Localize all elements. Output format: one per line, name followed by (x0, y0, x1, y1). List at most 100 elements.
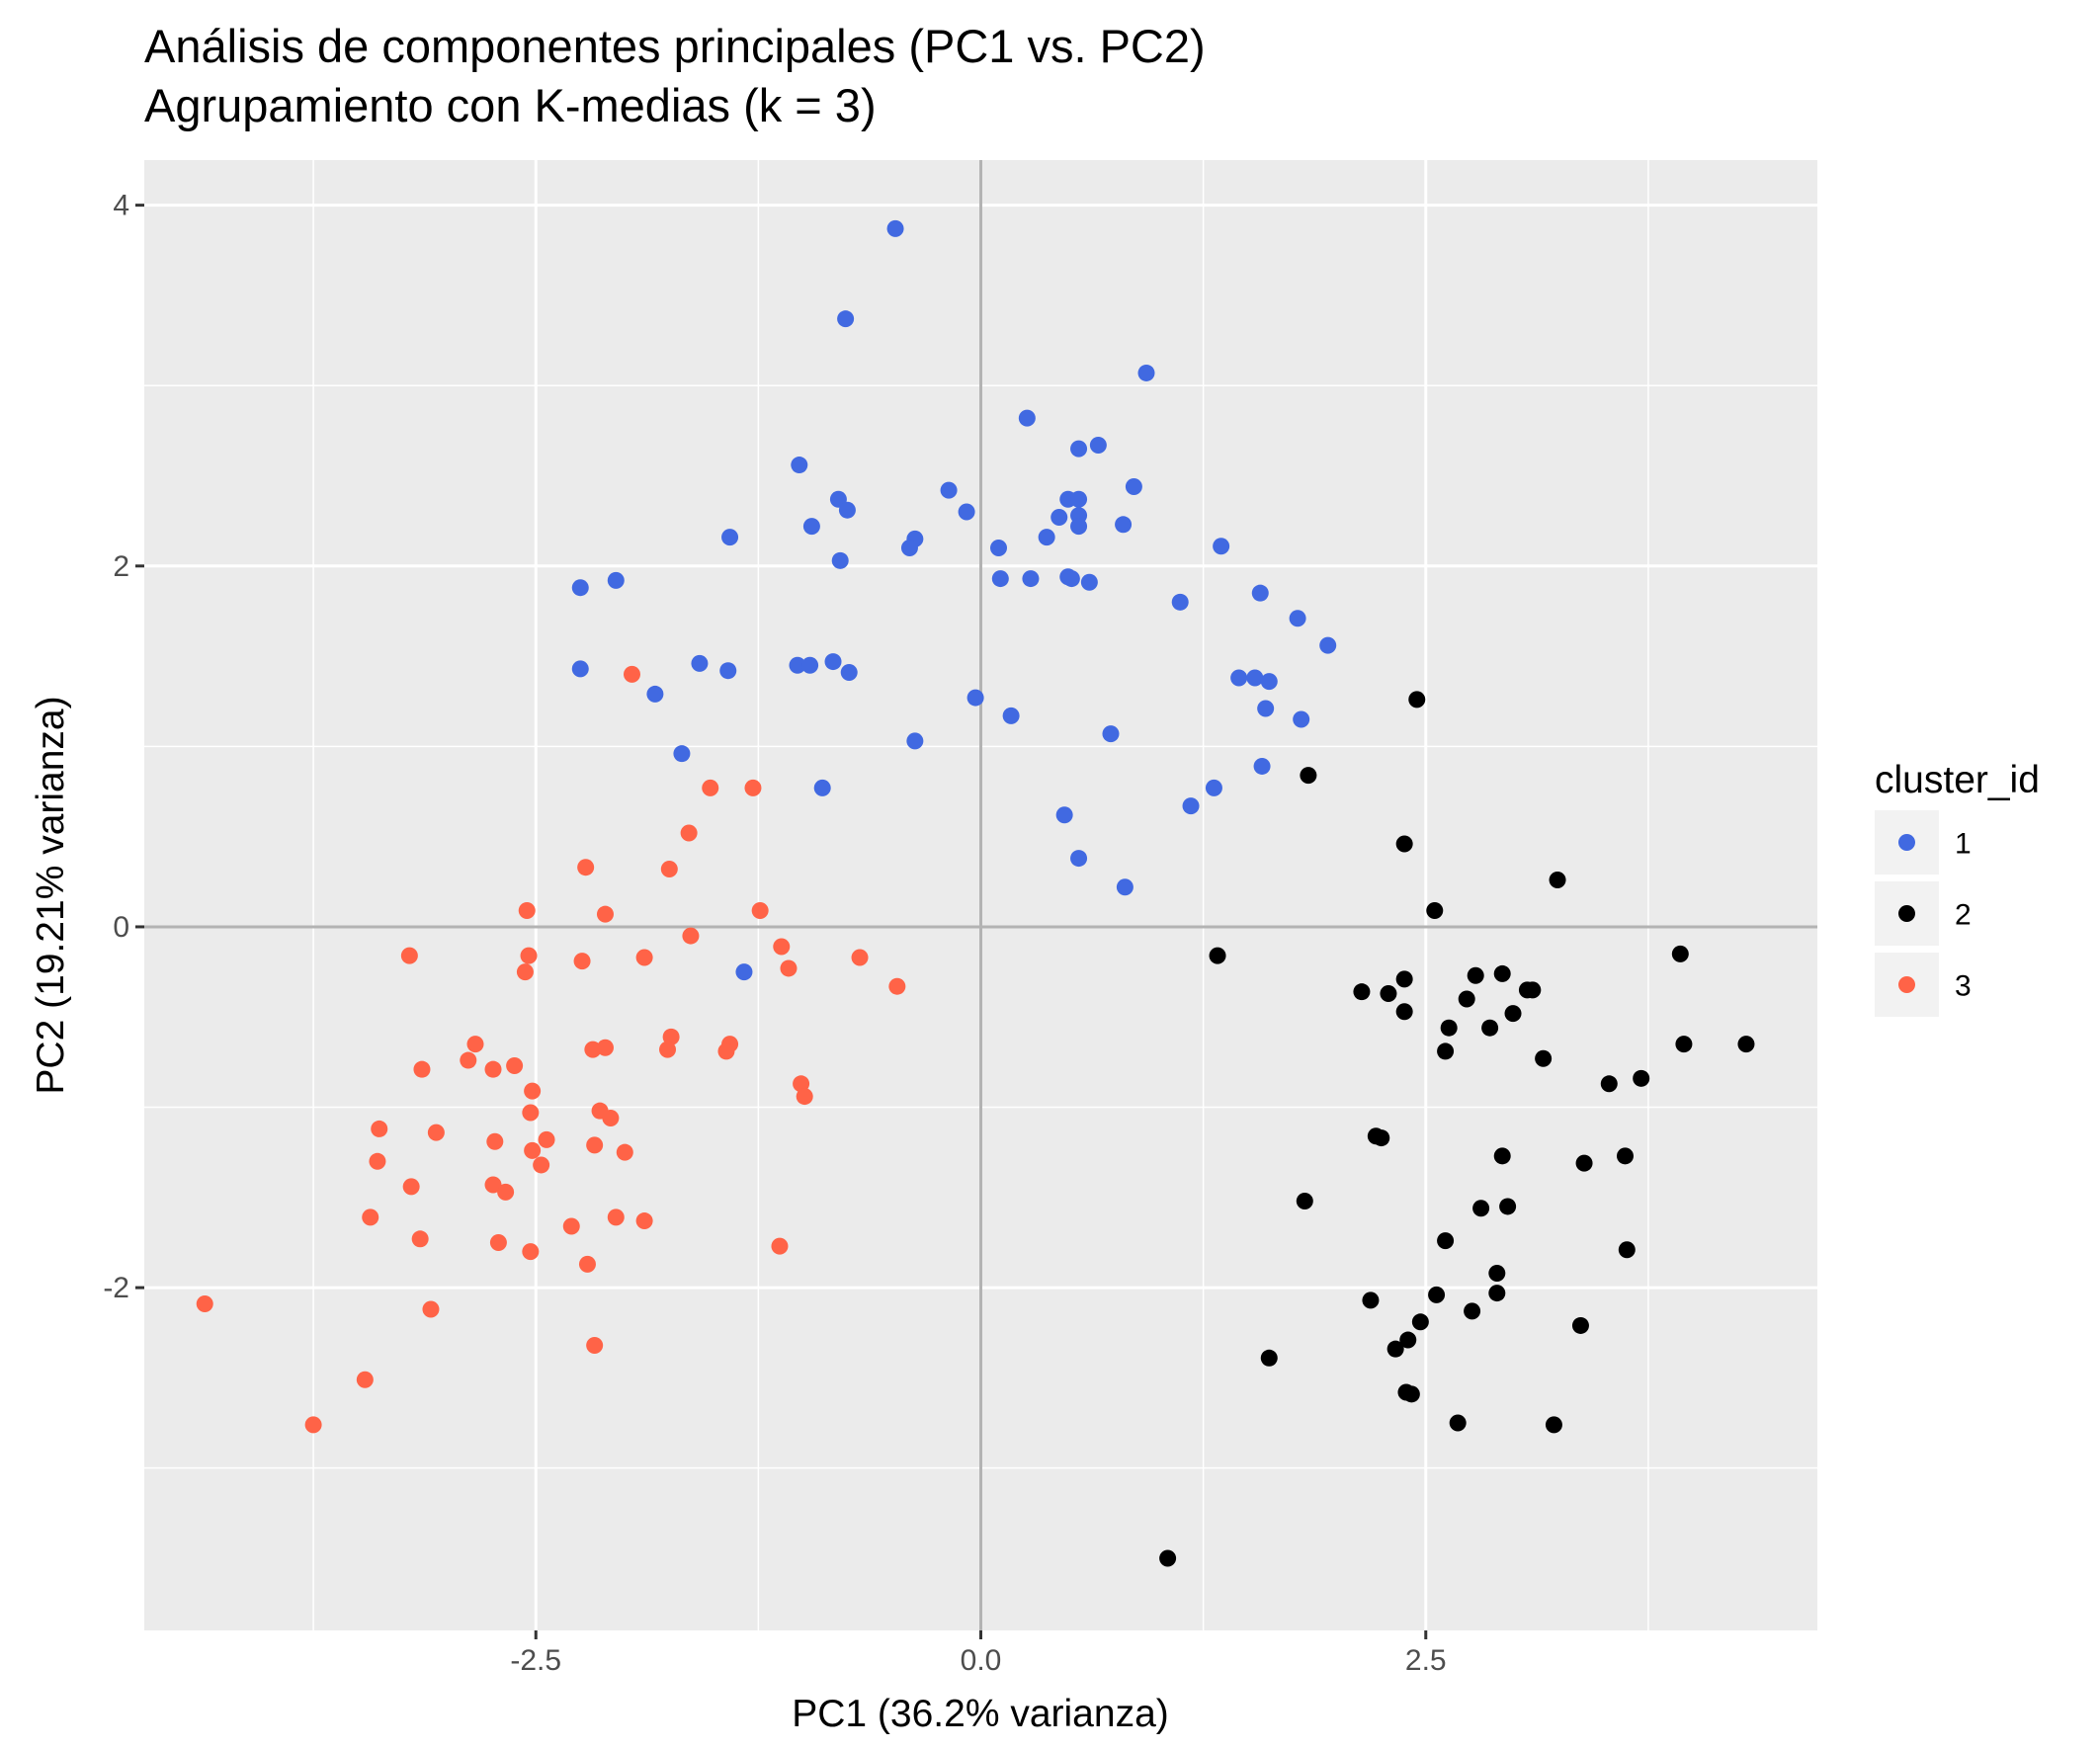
data-point-cluster-3 (623, 665, 640, 683)
data-point-cluster-1 (906, 732, 924, 750)
data-point-cluster-3 (596, 905, 614, 923)
y-tick-label: 4 (113, 190, 129, 222)
data-point-cluster-1 (1137, 364, 1155, 381)
data-point-cluster-1 (791, 457, 808, 474)
data-point-cluster-2 (1395, 970, 1413, 988)
data-point-cluster-2 (1493, 1147, 1511, 1165)
data-point-cluster-3 (411, 1230, 429, 1248)
data-point-cluster-3 (578, 1255, 596, 1273)
data-point-cluster-1 (824, 653, 842, 671)
data-point-cluster-2 (1737, 1036, 1755, 1053)
data-point-cluster-1 (1055, 806, 1073, 824)
data-point-cluster-3 (562, 1217, 580, 1235)
data-point-cluster-2 (1549, 871, 1566, 888)
data-point-cluster-1 (1253, 757, 1271, 775)
data-point-cluster-1 (1070, 850, 1088, 868)
data-point-cluster-1 (966, 689, 984, 707)
data-point-cluster-1 (1182, 797, 1200, 815)
data-point-cluster-3 (524, 1082, 542, 1100)
data-point-cluster-2 (1481, 1019, 1499, 1037)
data-point-cluster-2 (1296, 1192, 1313, 1209)
x-tick-label: 0.0 (961, 1644, 1002, 1677)
legend-key-1 (1898, 834, 1915, 851)
data-point-cluster-1 (958, 503, 975, 521)
data-point-cluster-2 (1426, 902, 1444, 920)
y-axis-title: PC2 (19.21% varianza) (30, 696, 72, 1094)
data-point-cluster-2 (1353, 983, 1371, 1001)
data-point-cluster-2 (1402, 1385, 1420, 1403)
data-point-cluster-3 (793, 1075, 810, 1093)
chart-subtitle: Agrupamiento con K-medias (k = 3) (144, 79, 877, 131)
data-point-cluster-1 (1018, 409, 1036, 427)
data-point-cluster-3 (538, 1130, 555, 1148)
data-point-cluster-1 (571, 579, 589, 597)
data-point-cluster-3 (659, 1041, 677, 1058)
data-point-cluster-2 (1675, 1036, 1693, 1053)
data-point-cluster-3 (506, 1057, 524, 1075)
data-point-cluster-2 (1437, 1232, 1455, 1250)
data-point-cluster-1 (1205, 779, 1222, 796)
data-point-cluster-3 (522, 1243, 540, 1261)
data-point-cluster-1 (802, 518, 820, 536)
data-point-cluster-2 (1575, 1154, 1593, 1172)
data-point-cluster-2 (1671, 945, 1689, 962)
data-point-cluster-3 (577, 859, 595, 876)
data-point-cluster-1 (691, 654, 709, 672)
legend-key-2 (1898, 905, 1915, 922)
data-point-cluster-3 (796, 1088, 813, 1106)
reference-lines (144, 160, 1817, 1630)
data-point-cluster-1 (1213, 538, 1230, 555)
y-tick-label: 0 (113, 911, 129, 944)
data-point-cluster-3 (484, 1176, 502, 1194)
data-point-cluster-2 (1300, 767, 1317, 785)
data-point-cluster-1 (721, 529, 739, 546)
data-point-cluster-1 (1319, 636, 1337, 654)
data-point-cluster-1 (1230, 669, 1248, 687)
data-point-cluster-2 (1458, 990, 1475, 1008)
data-point-cluster-2 (1616, 1147, 1634, 1165)
data-point-cluster-3 (304, 1416, 322, 1434)
data-point-cluster-2 (1408, 691, 1426, 708)
data-point-cluster-3 (773, 938, 791, 956)
data-point-cluster-2 (1467, 966, 1484, 984)
data-point-cluster-1 (607, 571, 625, 589)
data-point-cluster-2 (1504, 1005, 1522, 1023)
data-point-cluster-1 (1080, 573, 1098, 591)
data-point-cluster-1 (991, 570, 1009, 588)
data-point-cluster-1 (801, 656, 819, 674)
data-point-cluster-2 (1499, 1198, 1517, 1215)
data-point-cluster-1 (1125, 477, 1142, 495)
data-point-cluster-2 (1545, 1416, 1562, 1434)
data-point-cluster-1 (571, 660, 589, 678)
data-point-cluster-3 (607, 1208, 625, 1226)
data-point-cluster-2 (1260, 1349, 1278, 1367)
data-point-cluster-2 (1386, 1340, 1404, 1358)
x-tick-label: 2.5 (1405, 1644, 1447, 1677)
data-point-cluster-3 (518, 902, 536, 920)
x-axis: -2.5 0.0 2.5 (510, 1630, 1447, 1677)
data-point-cluster-2 (1633, 1069, 1650, 1087)
data-point-cluster-1 (1089, 436, 1107, 454)
data-point-cluster-3 (422, 1300, 440, 1318)
data-point-cluster-1 (1293, 710, 1310, 728)
data-point-cluster-3 (371, 1120, 388, 1137)
data-point-cluster-3 (586, 1337, 604, 1355)
data-point-cluster-2 (1571, 1316, 1589, 1334)
data-point-cluster-3 (522, 1104, 540, 1122)
data-point-cluster-3 (196, 1295, 213, 1313)
data-point-cluster-1 (886, 219, 904, 237)
data-point-cluster-2 (1159, 1549, 1177, 1567)
y-tick-label: 2 (113, 550, 129, 583)
data-point-cluster-3 (771, 1237, 789, 1255)
data-point-cluster-2 (1380, 985, 1397, 1003)
data-point-cluster-2 (1618, 1241, 1636, 1259)
data-point-cluster-1 (1070, 490, 1088, 508)
data-point-cluster-1 (1002, 707, 1020, 724)
data-point-cluster-1 (1171, 593, 1189, 611)
data-point-cluster-3 (402, 1178, 420, 1196)
x-tick-label: -2.5 (510, 1644, 561, 1677)
data-point-cluster-1 (1062, 570, 1080, 588)
data-point-cluster-2 (1399, 1331, 1417, 1349)
data-point-cluster-3 (362, 1208, 379, 1226)
data-point-cluster-2 (1395, 835, 1413, 853)
